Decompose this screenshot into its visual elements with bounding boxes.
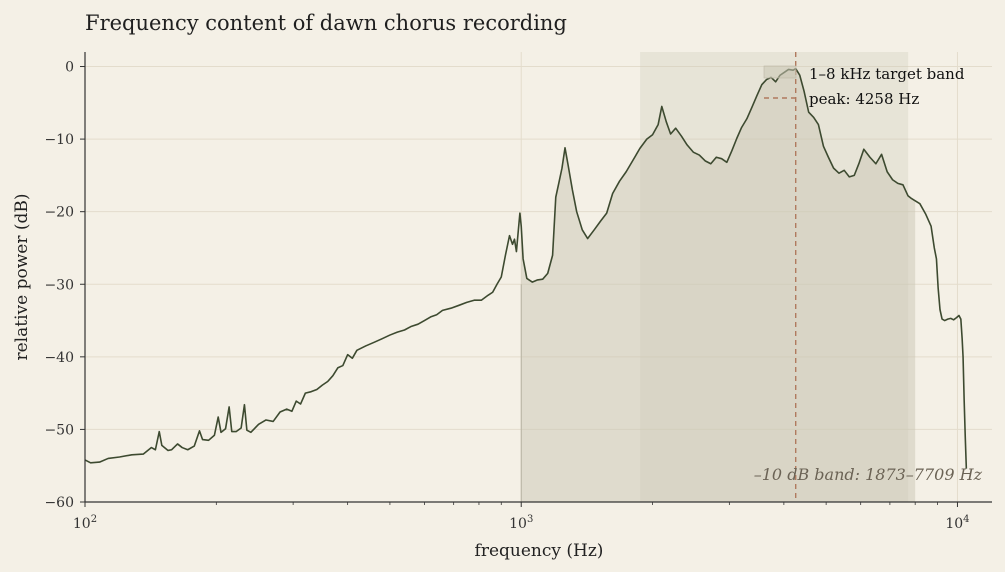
x-tick-label: 102	[73, 514, 97, 532]
x-tick-label: 103	[509, 514, 533, 532]
legend-peak-label: peak: 4258 Hz	[809, 90, 919, 108]
legend-target-band-swatch	[763, 65, 797, 79]
band-shading	[520, 52, 916, 502]
legend: 1–8 kHz target band peak: 4258 Hz	[763, 65, 965, 108]
minus10db-band-annotation: –10 dB band: 1873–7709 Hz	[754, 465, 983, 484]
y-tick-label: −50	[44, 422, 74, 438]
y-tick-label: −60	[44, 495, 74, 511]
target-band-fill	[521, 68, 916, 502]
y-axis-label: relative power (dB)	[12, 194, 32, 361]
y-tick-label: 0	[65, 60, 74, 76]
y-tick-label: −40	[44, 350, 74, 366]
legend-target-band-label: 1–8 kHz target band	[809, 65, 965, 83]
x-axis-label: frequency (Hz)	[475, 541, 604, 561]
chart-title: Frequency content of dawn chorus recordi…	[85, 11, 567, 35]
x-tick-label: 104	[945, 514, 969, 532]
y-tick-label: −30	[44, 277, 74, 293]
spectrum-line	[84, 67, 968, 469]
minus10db-band-rect	[640, 52, 909, 502]
tick-labels: 0 −10 −20 −30 −40 −50 −60 102 103 104	[44, 60, 969, 532]
axes	[80, 52, 992, 507]
series-layer	[84, 52, 968, 502]
y-tick-label: −20	[44, 205, 74, 221]
y-tick-label: −10	[44, 132, 74, 148]
